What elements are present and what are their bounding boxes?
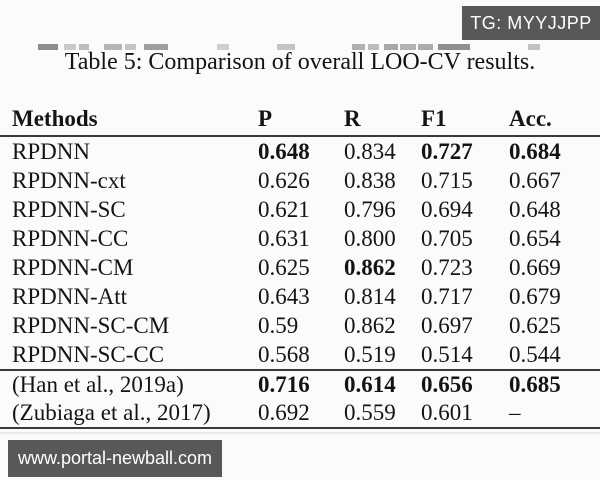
page-divider (0, 432, 600, 434)
value-cell: 0.514 (421, 341, 473, 367)
value-cell: – (509, 399, 600, 429)
value-cell: 0.626 (258, 167, 310, 193)
table-row-rpdnn-cxt: RPDNN-cxt 0.626 0.838 0.715 0.667 (0, 166, 600, 195)
table-row-rpdnn-sc-cm: RPDNN-SC-CM 0.59 0.862 0.697 0.625 (0, 311, 600, 340)
value-cell: 0.654 (509, 225, 561, 251)
value-cell: 0.631 (258, 225, 310, 251)
crop-artifact (64, 44, 76, 50)
value-cell: 0.796 (344, 196, 396, 222)
telegram-tag-text: TG: MYYJJPP (470, 12, 592, 33)
value-cell: 0.648 (258, 138, 310, 164)
value-cell: 0.667 (509, 167, 561, 193)
table-row-han-2019a: (Han et al., 2019a) 0.716 0.614 0.656 0.… (0, 369, 600, 399)
method-cell: RPDNN-CM (12, 254, 134, 280)
crop-artifact (104, 44, 122, 50)
crop-artifact (438, 44, 470, 50)
value-cell: 0.834 (344, 138, 396, 164)
value-cell: 0.601 (421, 399, 509, 429)
value-cell: 0.716 (258, 369, 344, 399)
value-cell: 0.838 (344, 167, 396, 193)
value-cell: 0.692 (258, 399, 344, 429)
crop-artifact (217, 44, 229, 50)
method-cell: RPDNN-cxt (12, 167, 126, 193)
table-row-rpdnn-cc: RPDNN-CC 0.631 0.800 0.705 0.654 (0, 224, 600, 253)
value-cell: 0.684 (509, 138, 561, 164)
value-cell: 0.685 (509, 369, 600, 399)
value-cell: 0.559 (344, 399, 421, 429)
table-row-zubiaga-2017: (Zubiaga et al., 2017) 0.692 0.559 0.601… (0, 399, 600, 429)
value-cell: 0.625 (258, 254, 310, 280)
crop-artifact (38, 44, 58, 50)
value-cell: 0.800 (344, 225, 396, 251)
method-cell: RPDNN-SC-CM (12, 312, 170, 338)
method-cell: RPDNN-Att (12, 283, 128, 309)
method-cell: RPDNN-SC (12, 196, 126, 222)
method-cell: RPDNN-SC-CC (12, 341, 165, 367)
crop-artifact (528, 44, 540, 50)
value-cell: 0.625 (509, 312, 561, 338)
crop-artifact (277, 44, 295, 50)
value-cell: 0.715 (421, 167, 473, 193)
cropped-text-artifacts (0, 44, 600, 51)
table-row-rpdnn: RPDNN 0.648 0.834 0.727 0.684 (0, 136, 600, 166)
crop-artifact (418, 44, 433, 50)
value-cell: 0.643 (258, 283, 310, 309)
site-watermark-text: www.portal-newball.com (17, 448, 213, 468)
table-row-rpdnn-cm: RPDNN-CM 0.625 0.862 0.723 0.669 (0, 253, 600, 282)
value-cell: 0.656 (421, 369, 509, 399)
value-cell: 0.694 (421, 196, 473, 222)
method-cell: RPDNN-CC (12, 225, 129, 251)
value-cell: 0.568 (258, 341, 310, 367)
value-cell: 0.697 (421, 312, 473, 338)
value-cell: 0.723 (421, 254, 473, 280)
value-cell: 0.679 (509, 283, 561, 309)
crop-artifact (384, 44, 398, 50)
method-cell: RPDNN (12, 138, 90, 164)
col-header-f1: F1 (421, 103, 509, 137)
value-cell: 0.669 (509, 254, 561, 280)
site-watermark: www.portal-newball.com (8, 440, 222, 477)
table-row-rpdnn-sc: RPDNN-SC 0.621 0.796 0.694 0.648 (0, 195, 600, 224)
col-header-acc: Acc. (509, 103, 600, 137)
method-cell: (Han et al., 2019a) (0, 369, 258, 399)
crop-artifact (368, 44, 379, 50)
col-header-methods: Methods (0, 103, 258, 137)
table-row-rpdnn-sc-cc: RPDNN-SC-CC 0.568 0.519 0.514 0.544 (0, 340, 600, 370)
col-header-p: P (258, 103, 344, 137)
value-cell: 0.717 (421, 283, 473, 309)
value-cell: 0.59 (258, 312, 299, 338)
telegram-tag-watermark: TG: MYYJJPP (462, 6, 600, 40)
value-cell: 0.648 (509, 196, 561, 222)
crop-artifact (144, 44, 168, 50)
results-table: Methods P R F1 Acc. RPDNN 0.648 0.834 0.… (0, 103, 600, 429)
value-cell: 0.814 (344, 283, 396, 309)
method-cell: (Zubiaga et al., 2017) (0, 399, 258, 429)
col-header-r: R (344, 103, 421, 137)
value-cell: 0.621 (258, 196, 310, 222)
crop-artifact (400, 44, 416, 50)
crop-artifact (79, 44, 89, 50)
crop-artifact (125, 44, 136, 50)
crop-artifact (352, 44, 365, 50)
table-caption: Table 5: Comparison of overall LOO-CV re… (64, 49, 536, 75)
value-cell: 0.862 (344, 312, 396, 338)
value-cell: 0.727 (421, 138, 473, 164)
table-row-rpdnn-att: RPDNN-Att 0.643 0.814 0.717 0.679 (0, 282, 600, 311)
value-cell: 0.519 (344, 341, 396, 367)
value-cell: 0.544 (509, 341, 561, 367)
value-cell: 0.614 (344, 369, 421, 399)
value-cell: 0.705 (421, 225, 473, 251)
header-row: Methods P R F1 Acc. (0, 103, 600, 137)
value-cell: 0.862 (344, 254, 396, 280)
